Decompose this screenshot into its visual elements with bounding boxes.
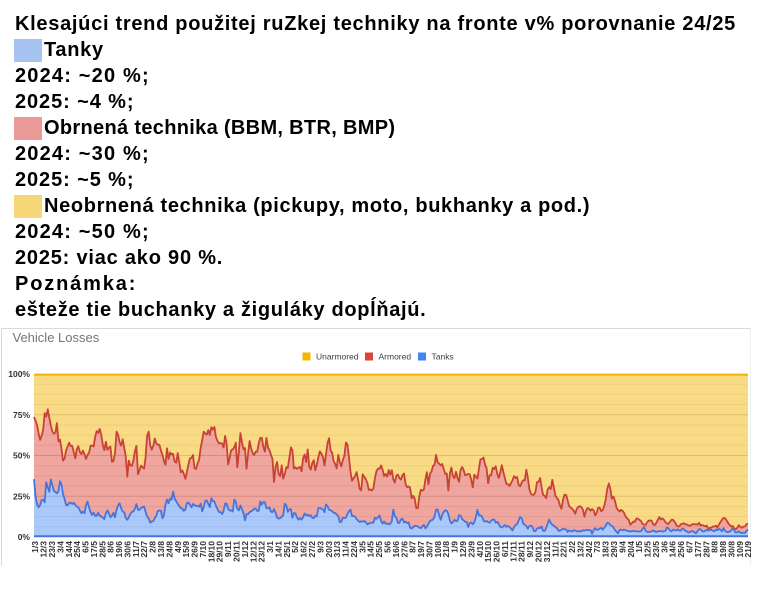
svg-text:15/10: 15/10: [483, 541, 493, 563]
svg-text:12/9: 12/9: [458, 541, 468, 558]
svg-text:3/5: 3/5: [357, 541, 367, 553]
svg-text:2/2: 2/2: [567, 541, 577, 553]
svg-text:6/11: 6/11: [500, 541, 510, 557]
svg-text:20/4: 20/4: [626, 541, 636, 558]
svg-text:14/5: 14/5: [366, 541, 376, 558]
svg-text:12/12: 12/12: [248, 541, 258, 563]
svg-text:30/8: 30/8: [726, 541, 736, 558]
svg-text:Tanks: Tanks: [432, 352, 454, 362]
svg-text:15/9: 15/9: [181, 541, 191, 558]
svg-text:28/7: 28/7: [701, 541, 711, 558]
svg-text:Armored: Armored: [379, 352, 412, 362]
svg-text:21/9: 21/9: [743, 541, 753, 558]
svg-text:7/10: 7/10: [198, 541, 208, 558]
svg-text:19/7: 19/7: [416, 541, 426, 558]
svg-text:25/6: 25/6: [676, 541, 686, 558]
svg-text:5/6: 5/6: [383, 541, 393, 553]
svg-text:50%: 50%: [13, 451, 30, 461]
svg-text:75%: 75%: [13, 410, 30, 420]
svg-text:31/12: 31/12: [542, 541, 552, 563]
svg-text:20/12: 20/12: [534, 541, 544, 563]
svg-text:18/3: 18/3: [601, 541, 611, 558]
svg-text:25/4: 25/4: [72, 541, 82, 558]
svg-text:22/1: 22/1: [559, 541, 569, 558]
svg-text:20/11: 20/11: [232, 541, 242, 562]
svg-text:Vehicle Losses: Vehicle Losses: [13, 330, 100, 345]
svg-text:9/12: 9/12: [525, 541, 535, 558]
svg-text:8/8: 8/8: [710, 541, 720, 553]
svg-text:26/10: 26/10: [492, 541, 502, 563]
svg-text:3/1: 3/1: [265, 541, 275, 553]
svg-text:28/11: 28/11: [517, 541, 527, 562]
svg-text:7/3: 7/3: [592, 541, 602, 553]
svg-text:27/6: 27/6: [399, 541, 409, 558]
svg-text:11/1: 11/1: [550, 541, 560, 557]
svg-text:31/3: 31/3: [332, 541, 342, 558]
svg-text:24/8: 24/8: [164, 541, 174, 558]
svg-text:1/12: 1/12: [240, 541, 250, 558]
svg-text:23/3: 23/3: [47, 541, 57, 558]
svg-text:9/11: 9/11: [223, 541, 233, 557]
svg-text:25/1: 25/1: [282, 541, 292, 558]
svg-text:14/1: 14/1: [274, 541, 284, 558]
svg-text:3/4: 3/4: [55, 541, 65, 553]
svg-text:27/2: 27/2: [307, 541, 317, 558]
svg-text:17/5: 17/5: [89, 541, 99, 558]
svg-text:10/9: 10/9: [735, 541, 745, 558]
svg-text:12/5: 12/5: [643, 541, 653, 558]
svg-text:3/6: 3/6: [659, 541, 669, 553]
svg-text:4/10: 4/10: [475, 541, 485, 558]
svg-text:100%: 100%: [8, 369, 30, 379]
svg-text:19/6: 19/6: [114, 541, 124, 558]
svg-text:25%: 25%: [13, 491, 30, 501]
svg-text:17/7: 17/7: [693, 541, 703, 558]
svg-text:25/5: 25/5: [374, 541, 384, 558]
svg-text:11/4: 11/4: [341, 541, 351, 557]
svg-text:8/7: 8/7: [408, 541, 418, 553]
svg-text:13/8: 13/8: [156, 541, 166, 558]
svg-text:14/6: 14/6: [668, 541, 678, 558]
svg-text:23/12: 23/12: [257, 541, 267, 563]
svg-text:16/6: 16/6: [391, 541, 401, 558]
svg-text:10/8: 10/8: [433, 541, 443, 558]
svg-text:13/2: 13/2: [575, 541, 585, 558]
svg-text:20/3: 20/3: [324, 541, 334, 558]
svg-text:16/2: 16/2: [299, 541, 309, 558]
svg-text:18/10: 18/10: [206, 541, 216, 563]
svg-text:19/8: 19/8: [718, 541, 728, 558]
svg-text:22/7: 22/7: [139, 541, 149, 558]
svg-text:6/7: 6/7: [685, 541, 695, 553]
svg-text:9/3: 9/3: [315, 541, 325, 553]
svg-text:17/11: 17/11: [508, 541, 518, 562]
svg-text:Unarmored: Unarmored: [316, 352, 359, 362]
svg-text:14/4: 14/4: [64, 541, 74, 558]
svg-text:4/9: 4/9: [173, 541, 183, 553]
svg-text:22/4: 22/4: [349, 541, 359, 558]
svg-text:30/6: 30/6: [123, 541, 133, 558]
svg-text:28/5: 28/5: [97, 541, 107, 558]
svg-text:9/4: 9/4: [617, 541, 627, 553]
svg-text:12/3: 12/3: [39, 541, 49, 558]
svg-text:30/7: 30/7: [424, 541, 434, 558]
svg-text:1/5: 1/5: [634, 541, 644, 553]
svg-text:24/2: 24/2: [584, 541, 594, 558]
svg-text:29/3: 29/3: [609, 541, 619, 558]
svg-text:2/8: 2/8: [148, 541, 158, 553]
svg-text:6/5: 6/5: [81, 541, 91, 553]
svg-text:11/7: 11/7: [131, 541, 141, 557]
svg-text:5/2: 5/2: [290, 541, 300, 553]
svg-text:29/10: 29/10: [215, 541, 225, 563]
svg-text:1/9: 1/9: [450, 541, 460, 553]
svg-text:1/3: 1/3: [30, 541, 40, 553]
svg-text:26/9: 26/9: [190, 541, 200, 558]
svg-text:23/5: 23/5: [651, 541, 661, 558]
svg-text:8/6: 8/6: [106, 541, 116, 553]
svg-text:23/9: 23/9: [466, 541, 476, 558]
svg-text:0%: 0%: [18, 532, 31, 542]
svg-text:21/8: 21/8: [441, 541, 451, 558]
